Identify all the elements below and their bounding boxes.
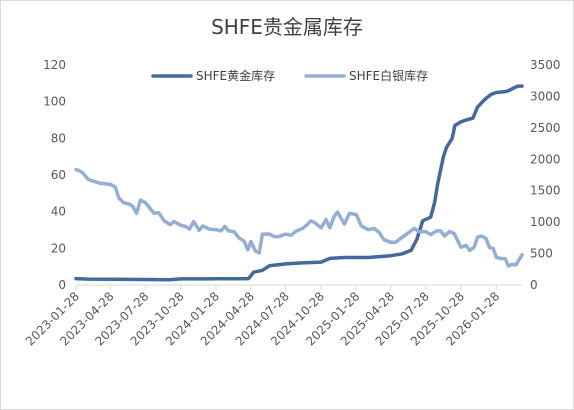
series-line-2 bbox=[74, 167, 524, 268]
series-line-1 bbox=[74, 84, 524, 282]
y-right-tick-label: 2500 bbox=[530, 121, 561, 135]
y-left-tick-label: 120 bbox=[43, 58, 66, 72]
y-right-tick-label: 1500 bbox=[530, 184, 561, 198]
y-left-tick-label: 80 bbox=[51, 131, 66, 145]
y-left-tick-label: 60 bbox=[51, 168, 66, 182]
y-left-tick-label: 100 bbox=[43, 95, 66, 109]
y-left-tick-label: 40 bbox=[51, 205, 66, 219]
y-right-tick-label: 500 bbox=[530, 247, 553, 261]
legend-label-2: SHFE白银库存 bbox=[349, 68, 428, 83]
y-right-tick-label: 3000 bbox=[530, 89, 561, 103]
y-right-tick-label: 3500 bbox=[530, 58, 561, 72]
y-left-tick-label: 0 bbox=[58, 278, 66, 292]
y-right-tick-label: 1000 bbox=[530, 215, 561, 229]
y-left-tick-label: 20 bbox=[51, 241, 66, 255]
y-right-tick-label: 2000 bbox=[530, 152, 561, 166]
chart-title: SHFE贵金属库存 bbox=[211, 15, 363, 39]
y-right-tick-label: 0 bbox=[530, 278, 538, 292]
legend-label-1: SHFE黄金库存 bbox=[196, 68, 275, 83]
